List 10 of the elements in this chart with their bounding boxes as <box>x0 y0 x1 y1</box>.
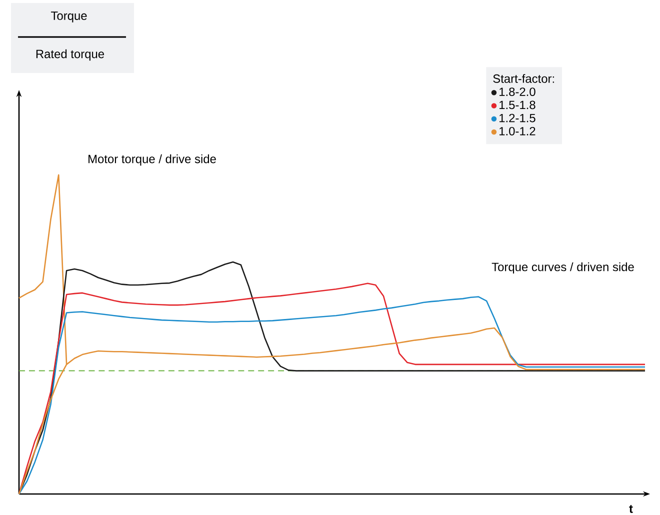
legend-title: Start-factor: <box>493 74 554 83</box>
text: Torque <box>50 12 87 22</box>
text: Rated torque <box>36 49 104 61</box>
text: Motor torque / drive side <box>88 154 216 166</box>
legend-label: 1.8-2.0 <box>500 88 536 96</box>
legend-label: 1.0-1.2 <box>500 126 536 136</box>
legend-label: 1.5-1.8 <box>500 100 536 110</box>
annotation: Torque curves / driven side <box>492 262 634 274</box>
x-axis-title: t <box>629 505 633 513</box>
legend-label: 1.2-1.5 <box>500 114 536 122</box>
